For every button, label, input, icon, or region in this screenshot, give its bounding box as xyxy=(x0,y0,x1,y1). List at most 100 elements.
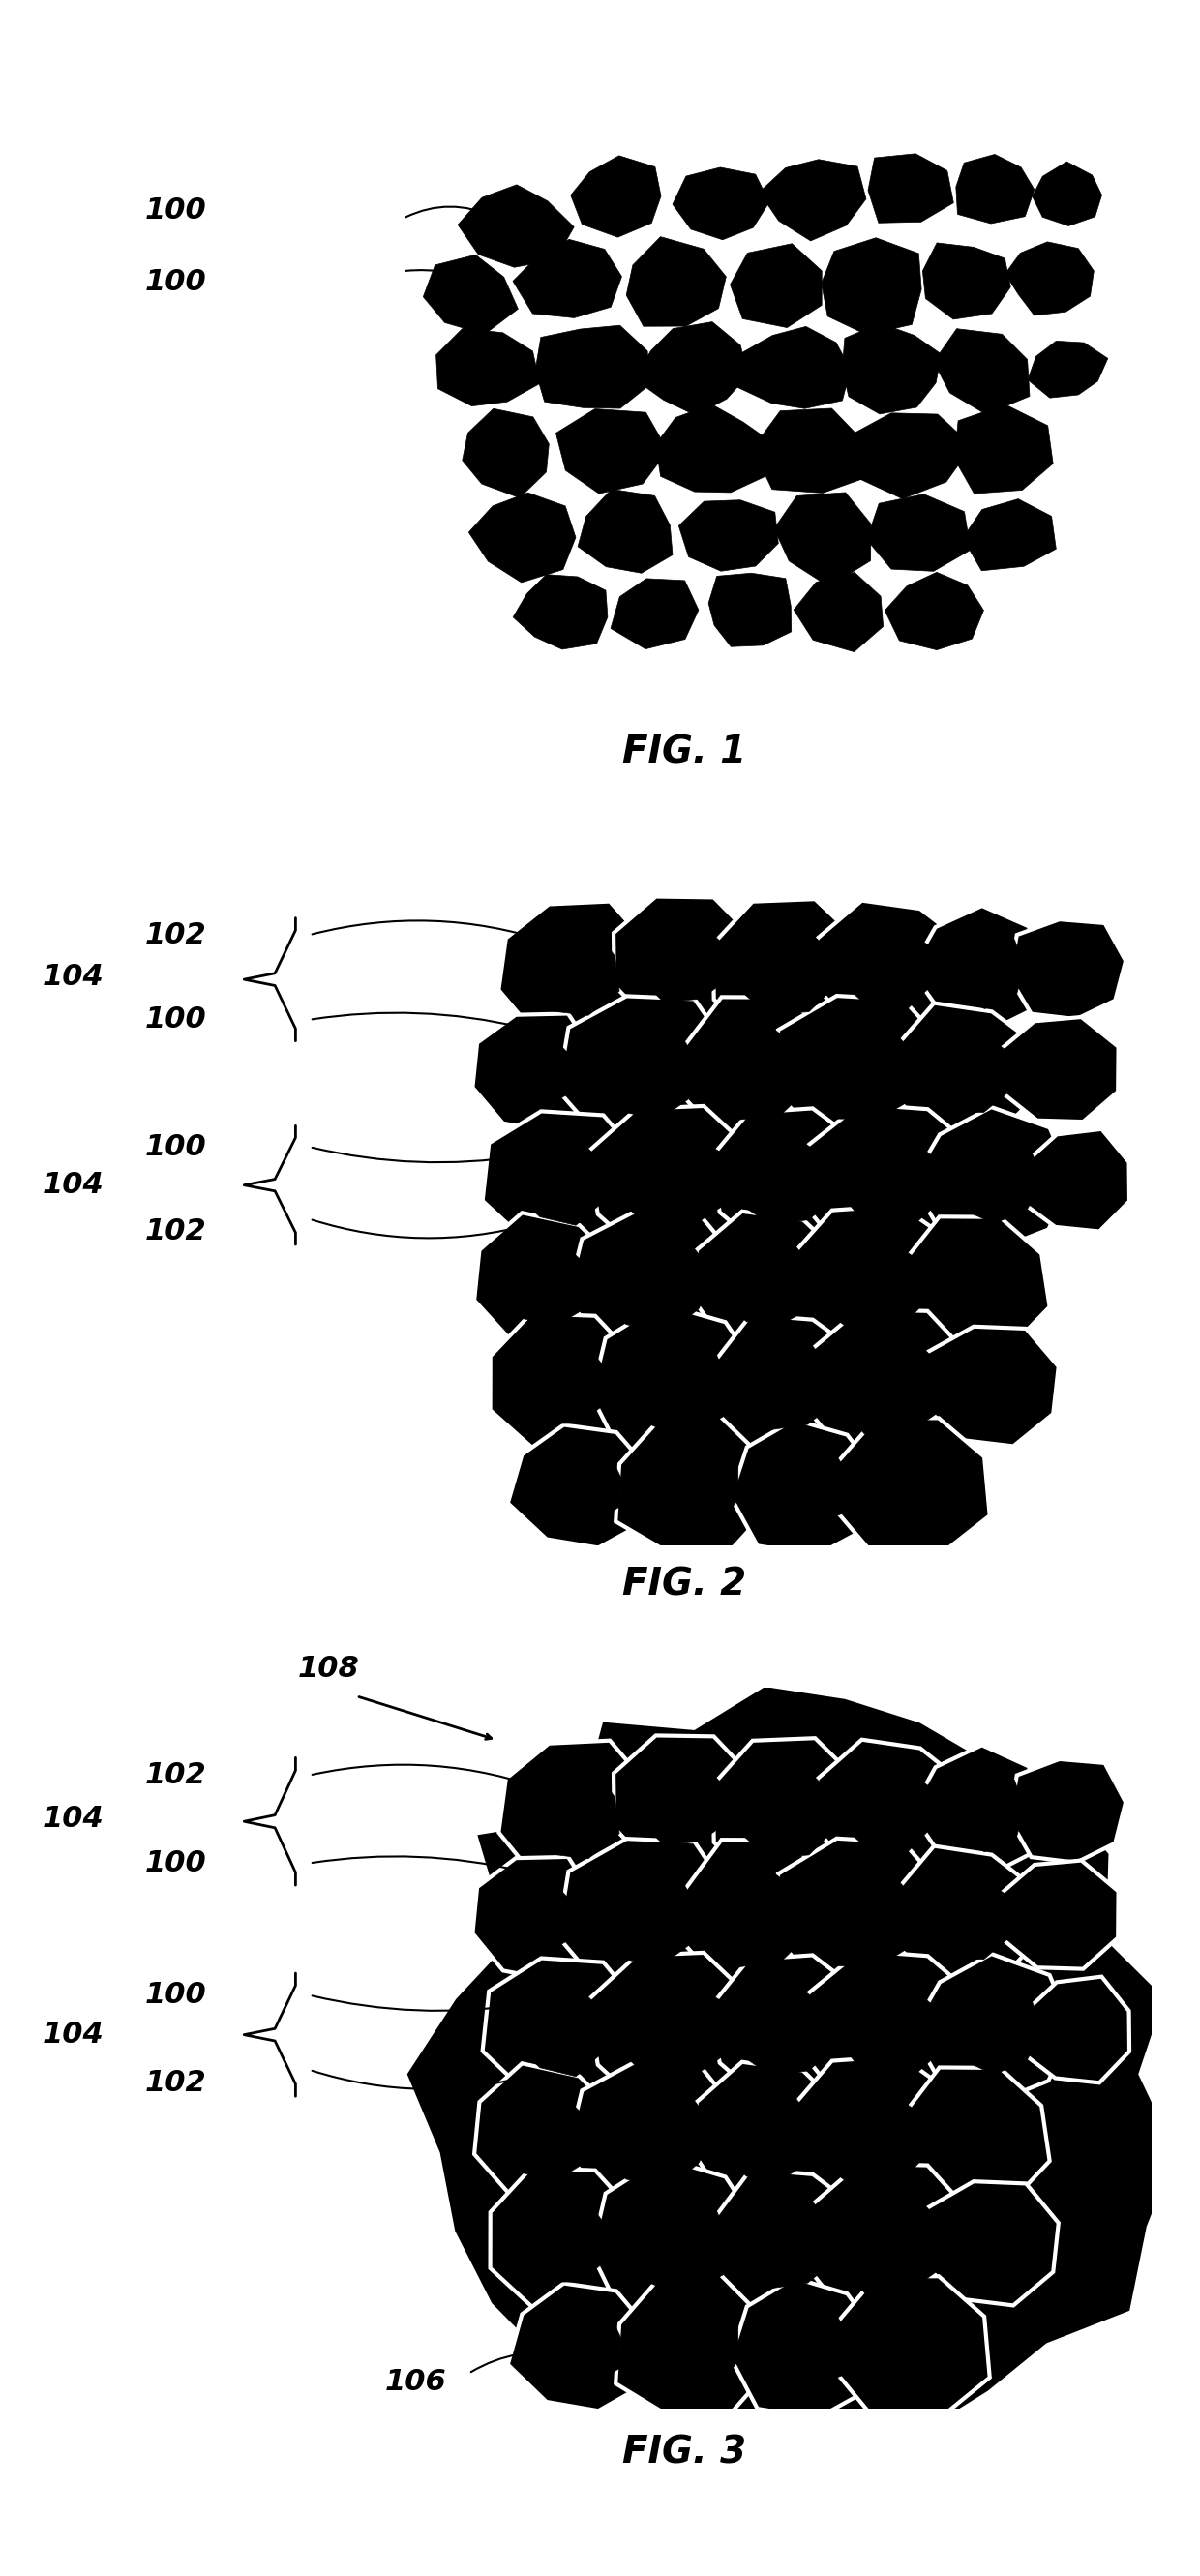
Polygon shape xyxy=(778,997,947,1151)
Polygon shape xyxy=(496,2092,592,2179)
Polygon shape xyxy=(962,500,1056,572)
Polygon shape xyxy=(812,1865,917,1965)
Polygon shape xyxy=(930,1239,1019,1321)
Polygon shape xyxy=(556,410,667,495)
Polygon shape xyxy=(696,1211,845,1352)
Text: 102: 102 xyxy=(145,2069,206,2097)
Polygon shape xyxy=(566,1208,743,1358)
Text: 100: 100 xyxy=(145,1133,206,1162)
Polygon shape xyxy=(613,1736,754,1870)
Polygon shape xyxy=(558,997,731,1146)
Polygon shape xyxy=(514,1986,610,2076)
Polygon shape xyxy=(571,155,661,237)
Polygon shape xyxy=(1009,1759,1126,1862)
Polygon shape xyxy=(944,927,1025,1010)
Polygon shape xyxy=(818,1234,928,1332)
Text: FIG. 1: FIG. 1 xyxy=(622,734,746,770)
Text: 102: 102 xyxy=(145,920,206,948)
Polygon shape xyxy=(514,574,607,649)
Polygon shape xyxy=(911,907,1048,1033)
Polygon shape xyxy=(611,580,698,649)
Polygon shape xyxy=(752,410,869,492)
Polygon shape xyxy=(922,1327,1058,1445)
Polygon shape xyxy=(922,1033,1013,1113)
Polygon shape xyxy=(844,1772,938,1852)
Polygon shape xyxy=(731,1419,878,1556)
Polygon shape xyxy=(817,902,965,1036)
Polygon shape xyxy=(736,327,851,410)
Polygon shape xyxy=(1043,1996,1110,2063)
Polygon shape xyxy=(684,1839,840,1994)
Polygon shape xyxy=(934,330,1030,415)
Polygon shape xyxy=(818,2087,928,2187)
Polygon shape xyxy=(592,2159,760,2331)
Polygon shape xyxy=(838,1981,942,2081)
Polygon shape xyxy=(499,902,649,1033)
Polygon shape xyxy=(790,1206,958,1360)
Polygon shape xyxy=(620,2184,727,2298)
Polygon shape xyxy=(731,2277,878,2419)
Polygon shape xyxy=(535,325,649,410)
Polygon shape xyxy=(712,1873,810,1968)
Polygon shape xyxy=(806,1105,980,1260)
Polygon shape xyxy=(616,2275,768,2416)
Polygon shape xyxy=(620,1329,727,1437)
Polygon shape xyxy=(1030,935,1108,1005)
Polygon shape xyxy=(1000,1018,1118,1121)
Text: 100: 100 xyxy=(145,1981,206,2009)
Polygon shape xyxy=(911,1744,1048,1878)
Polygon shape xyxy=(558,1839,731,1996)
Polygon shape xyxy=(592,1303,760,1471)
Polygon shape xyxy=(566,2061,743,2213)
Polygon shape xyxy=(806,1950,980,2110)
Polygon shape xyxy=(635,322,748,415)
Polygon shape xyxy=(734,1337,838,1430)
Polygon shape xyxy=(710,1108,863,1249)
Polygon shape xyxy=(491,1878,575,1953)
Polygon shape xyxy=(838,1131,942,1229)
Text: 100: 100 xyxy=(145,1850,206,1878)
Polygon shape xyxy=(760,160,866,242)
Polygon shape xyxy=(637,920,730,1002)
Polygon shape xyxy=(895,1002,1036,1139)
Polygon shape xyxy=(763,2306,852,2388)
Polygon shape xyxy=(578,489,672,572)
Polygon shape xyxy=(512,240,622,317)
Polygon shape xyxy=(424,255,518,335)
Polygon shape xyxy=(601,1229,713,1334)
Polygon shape xyxy=(836,1334,946,1435)
Polygon shape xyxy=(613,896,754,1025)
Polygon shape xyxy=(912,1953,1073,2102)
Text: FIG. 3: FIG. 3 xyxy=(622,2434,746,2470)
Polygon shape xyxy=(739,925,836,1015)
Polygon shape xyxy=(822,237,922,335)
Polygon shape xyxy=(739,1141,836,1226)
Polygon shape xyxy=(618,1131,733,1231)
Polygon shape xyxy=(1030,1777,1108,1847)
Polygon shape xyxy=(949,1347,1034,1422)
Polygon shape xyxy=(895,1847,1036,1986)
Polygon shape xyxy=(527,1762,619,1860)
Polygon shape xyxy=(901,2069,1050,2205)
Polygon shape xyxy=(734,2192,838,2287)
Polygon shape xyxy=(679,500,779,572)
Polygon shape xyxy=(587,1023,696,1121)
Polygon shape xyxy=(696,2061,845,2208)
Polygon shape xyxy=(956,155,1034,224)
Polygon shape xyxy=(1020,1976,1129,2084)
Polygon shape xyxy=(1019,1036,1098,1103)
Polygon shape xyxy=(790,2056,958,2215)
Polygon shape xyxy=(648,1443,738,1528)
Polygon shape xyxy=(708,572,791,647)
Polygon shape xyxy=(469,492,576,582)
Polygon shape xyxy=(1020,1128,1129,1231)
Polygon shape xyxy=(836,2190,946,2293)
Polygon shape xyxy=(482,1958,643,2105)
Polygon shape xyxy=(491,1036,575,1108)
Polygon shape xyxy=(637,1759,730,1844)
Text: 104: 104 xyxy=(42,963,103,992)
Text: 100: 100 xyxy=(145,1005,206,1033)
Polygon shape xyxy=(508,1425,649,1548)
Polygon shape xyxy=(718,2087,816,2179)
Polygon shape xyxy=(713,1739,863,1883)
